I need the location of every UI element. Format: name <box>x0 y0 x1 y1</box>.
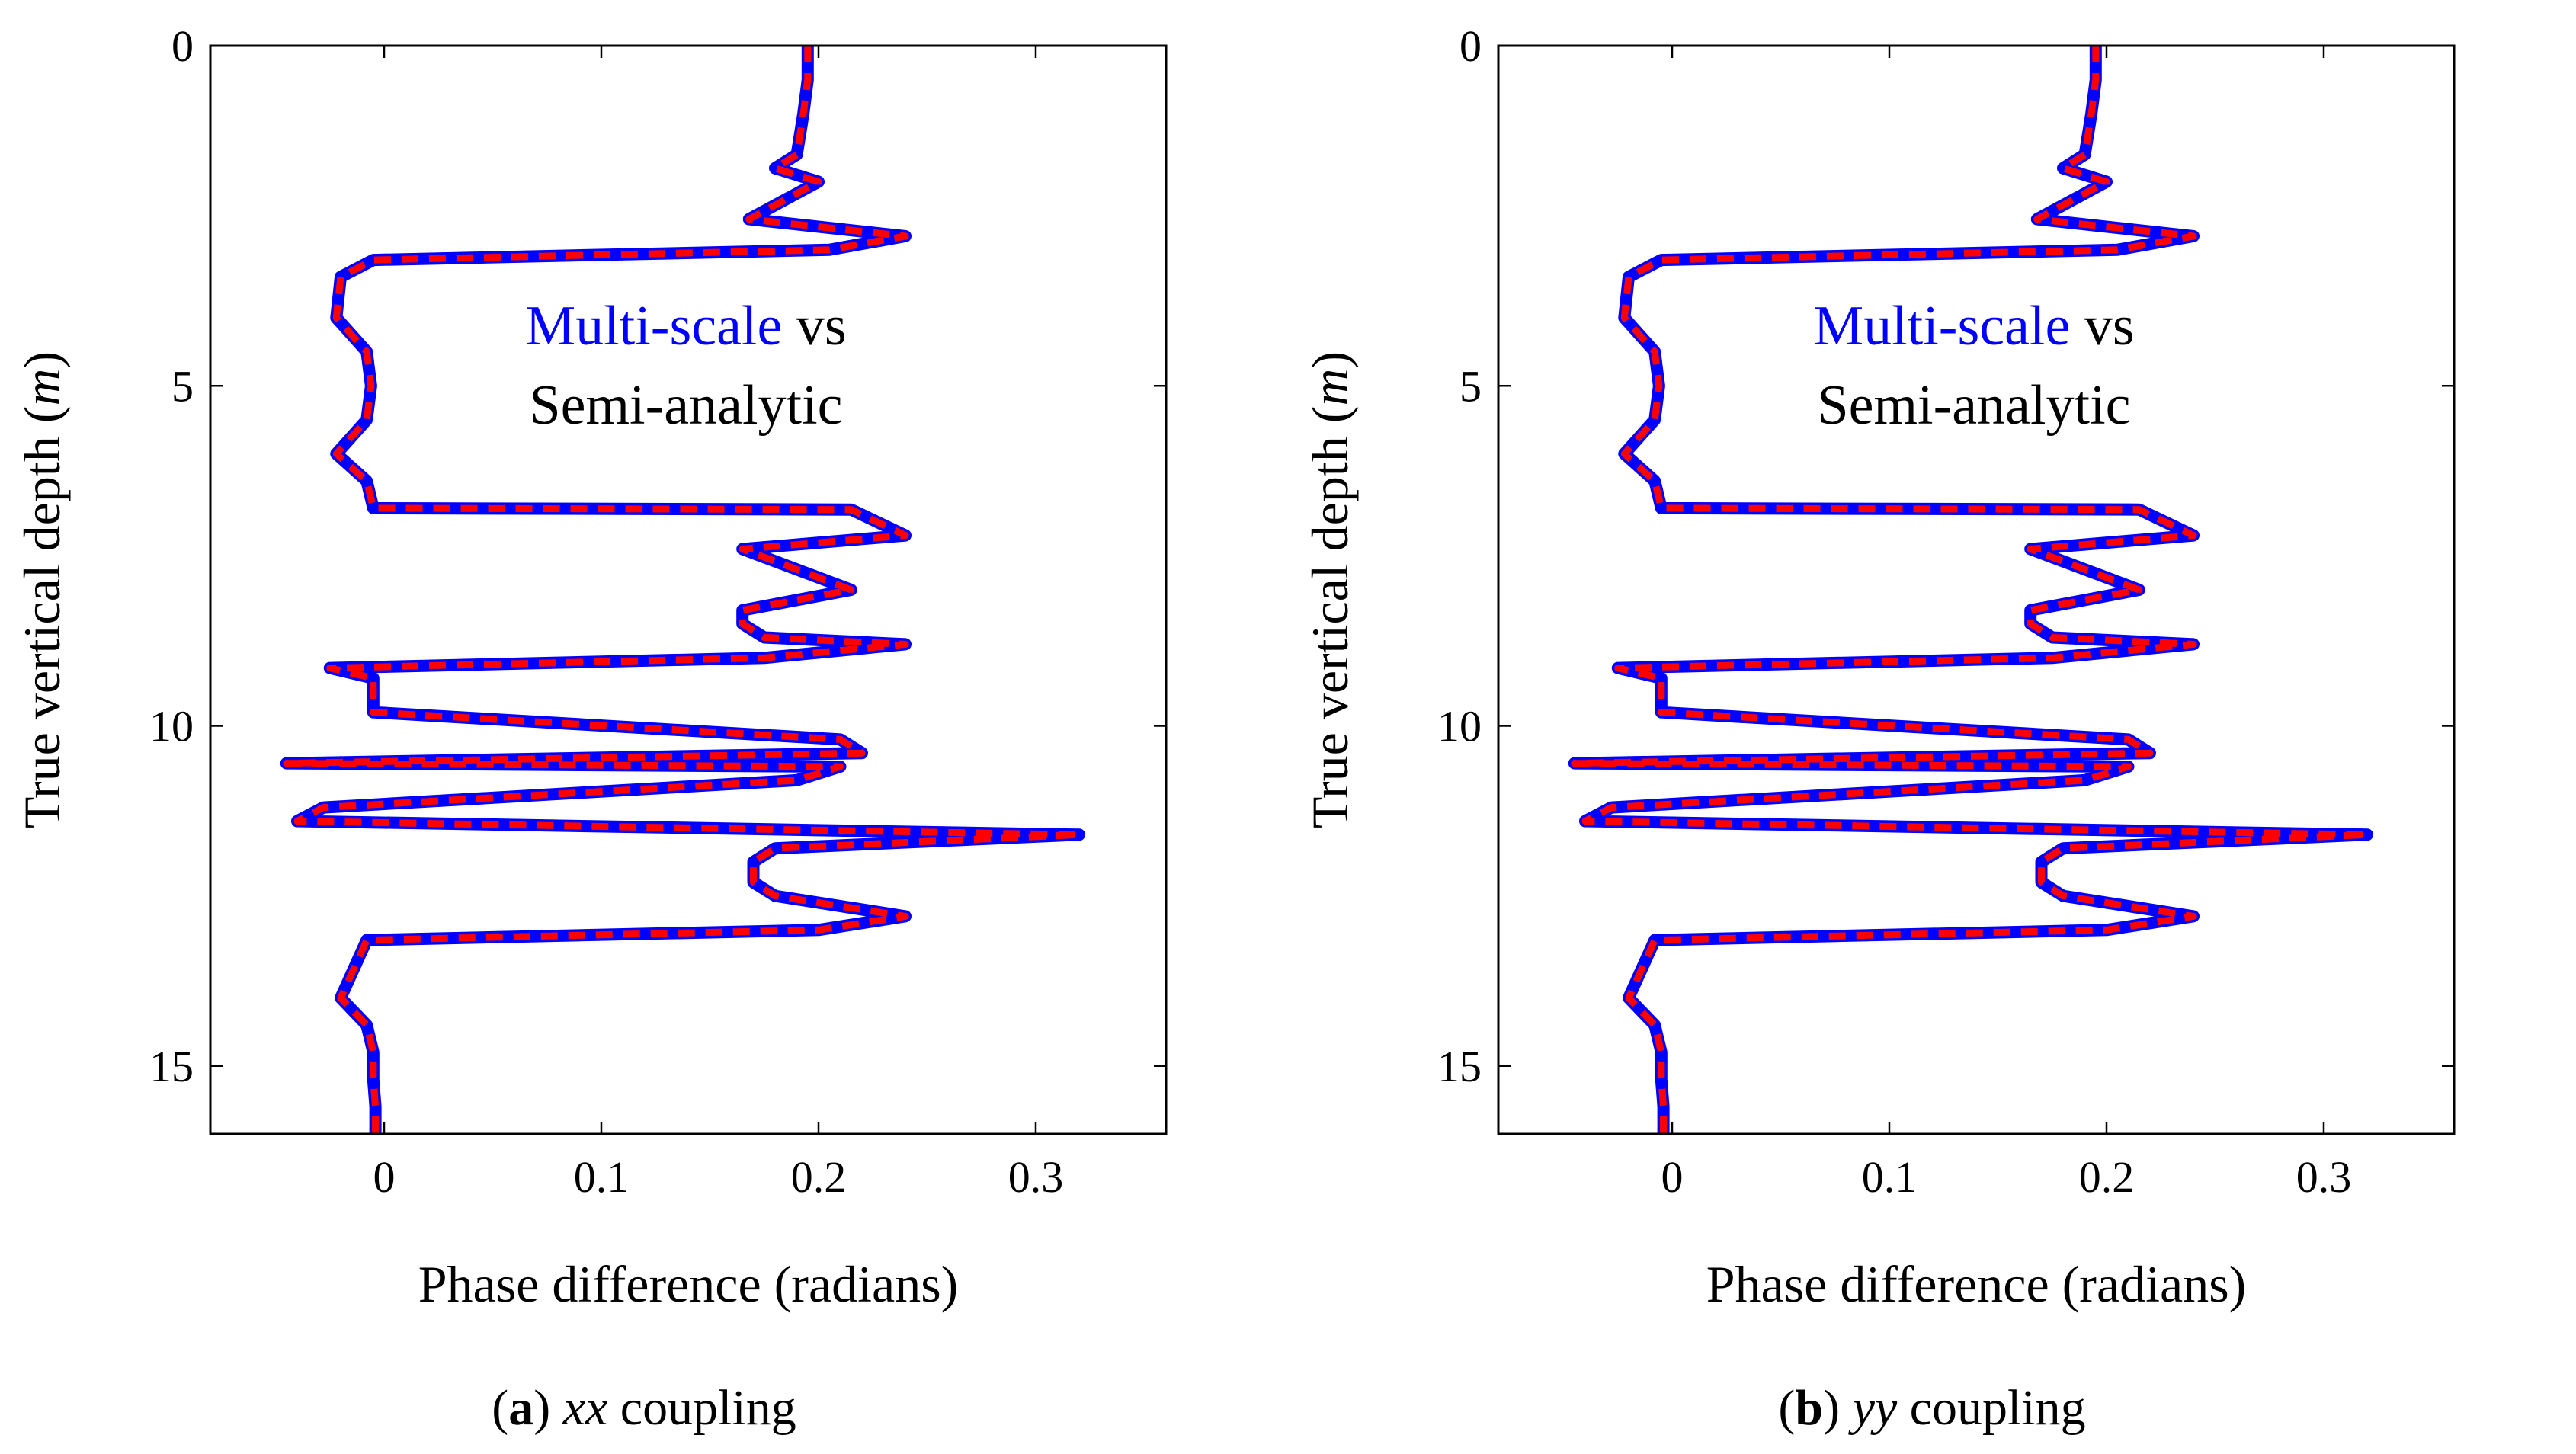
caption-variable: xx <box>562 1380 608 1436</box>
y-tick-label: 0 <box>1459 21 1482 71</box>
x-axis-label: Phase difference (radians) <box>418 1255 959 1313</box>
y-tick-label: 15 <box>1437 1042 1482 1091</box>
caption-b: (b) yy coupling <box>1778 1380 2086 1436</box>
y-axis-label-text: True vertical depth ( <box>13 406 71 829</box>
panel-a: 0 0.1 0.2 0.3 0 5 10 15 Phase difference (radian… <box>13 21 1168 1436</box>
y-axis-label: True vertical depth (m) <box>1301 351 1359 828</box>
x-tick-label: 0.3 <box>2296 1152 2352 1202</box>
y-tick-label: 5 <box>1459 361 1482 411</box>
x-axis-label: Phase difference (radians) <box>1706 1255 2247 1313</box>
y-axis-label-close: ) <box>1301 351 1359 369</box>
x-tick-label: 0.1 <box>1862 1152 1918 1202</box>
x-tick-label: 0.2 <box>2079 1152 2135 1202</box>
y-axis-label-unit: m <box>1301 368 1359 405</box>
y-tick-label: 0 <box>171 21 194 71</box>
caption-a: (a) xx coupling <box>492 1380 796 1436</box>
chart-a: 0 0.1 0.2 0.3 0 5 10 15 Phase difference (radian… <box>13 21 1168 1313</box>
annotation-semianalytic: Semi-analytic <box>1818 374 2131 437</box>
chart-b: 0 0.1 0.2 0.3 0 5 10 15 Phase difference (radian… <box>1301 21 2456 1313</box>
y-tick-label: 5 <box>171 361 194 411</box>
plot-frame <box>1497 44 2456 1135</box>
caption-label: b <box>1795 1380 1824 1436</box>
series-line-multi-scale <box>280 46 1085 1134</box>
annotation-vs: vs <box>782 295 846 357</box>
x-tick-label: 0.1 <box>574 1152 630 1202</box>
series-line-semi-analytic <box>1571 46 2371 1134</box>
annotation-vs: vs <box>2070 295 2134 357</box>
y-axis-label-unit: m <box>13 368 71 405</box>
annotation-semianalytic: Semi-analytic <box>530 374 843 437</box>
series-line-semi-analytic <box>283 46 1083 1134</box>
series-line-multi-scale <box>1568 46 2373 1134</box>
annotation-line-1: Multi-scale vs <box>1813 295 2134 357</box>
annotation-multiscale: Multi-scale <box>525 295 782 357</box>
caption-text: coupling <box>1909 1380 2086 1436</box>
x-tick-label: 0 <box>1661 1152 1684 1202</box>
annotation-line-1: Multi-scale vs <box>525 295 846 357</box>
y-tick-label: 15 <box>149 1042 194 1091</box>
caption-variable: yy <box>1852 1380 1898 1436</box>
caption-label: a <box>508 1380 534 1436</box>
annotation-multiscale: Multi-scale <box>1813 295 2070 357</box>
y-axis-label-close: ) <box>13 351 71 369</box>
plot-frame <box>209 44 1168 1135</box>
y-tick-label: 10 <box>149 702 194 751</box>
caption-text: coupling <box>620 1380 796 1436</box>
y-tick-label: 10 <box>1437 702 1482 751</box>
y-axis-label: True vertical depth (m) <box>13 351 71 828</box>
x-tick-label: 0.3 <box>1008 1152 1064 1202</box>
x-tick-label: 0 <box>373 1152 396 1202</box>
panel-b: 0 0.1 0.2 0.3 0 5 10 15 Phase difference (radian… <box>1288 0 2576 1454</box>
y-axis-label-text: True vertical depth ( <box>1301 406 1359 829</box>
x-tick-label: 0.2 <box>791 1152 847 1202</box>
